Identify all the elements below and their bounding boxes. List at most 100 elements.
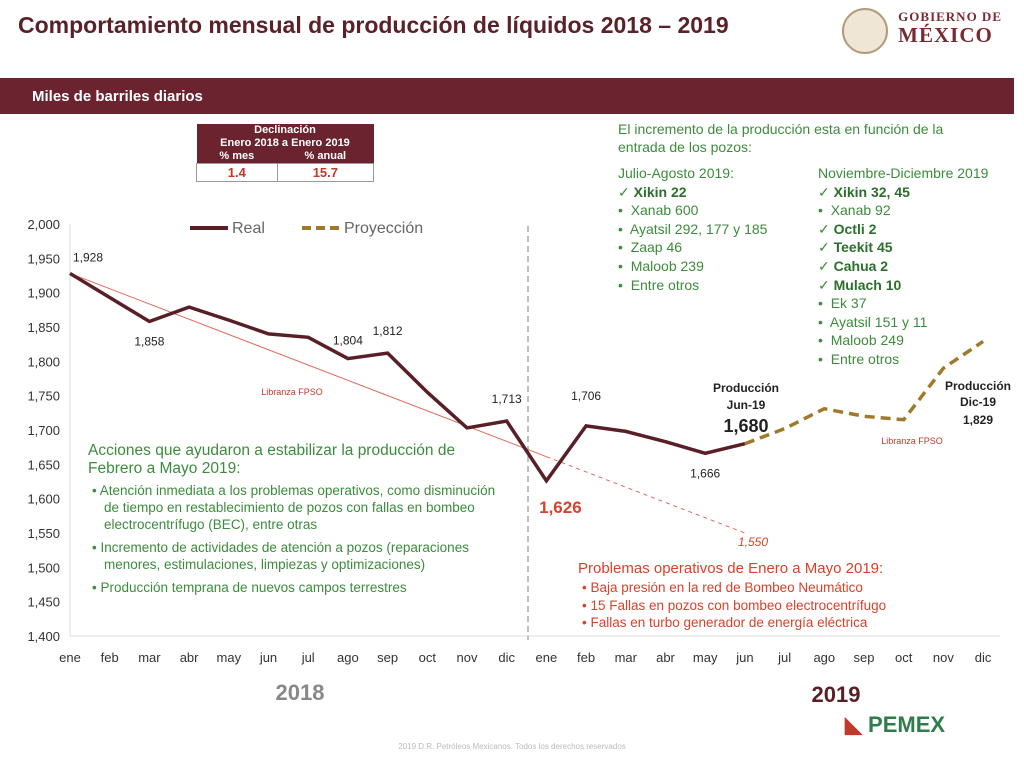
y-tick-label: 1,600 <box>27 492 60 507</box>
x-tick-label: jul <box>777 650 791 665</box>
logo-line1: GOBIERNO DE <box>898 9 1002 24</box>
y-tick-label: 1,400 <box>27 629 60 644</box>
list-item: • Producción temprana de nuevos campos t… <box>92 580 407 595</box>
group1-title: Julio-Agosto 2019: <box>618 165 734 181</box>
list-item: • Baja presión en la red de Bombeo Neumá… <box>582 580 863 595</box>
x-tick-label: mar <box>615 650 638 665</box>
data-label: 1,626 <box>539 498 582 517</box>
x-tick-label: ene <box>536 650 558 665</box>
x-tick-label: feb <box>577 650 595 665</box>
wells-group2: Noviembre-Diciembre 2019 ✓ Xikin 32, 45 • … <box>818 164 988 369</box>
y-tick-label: 1,950 <box>27 251 60 266</box>
x-tick-label: may <box>693 650 718 665</box>
production-annotation: 1,680 <box>723 416 768 436</box>
copyright: 2019 D.R. Petróleos Mexicanos. Todos los… <box>398 742 626 751</box>
y-tick-label: 1,550 <box>27 526 60 541</box>
data-label: 1,713 <box>492 392 522 406</box>
list-item: • Xanab 600 <box>618 202 699 219</box>
list-item: • Xanab 92 <box>818 202 891 219</box>
list-item: • Incremento de actividades de atención … <box>92 540 469 572</box>
pemex-text: PEMEX <box>868 712 946 737</box>
x-tick-label: jun <box>259 650 277 665</box>
y-tick-label: 1,500 <box>27 560 60 575</box>
y-tick-label: 2,000 <box>27 217 60 232</box>
data-label: 1,928 <box>73 250 103 264</box>
x-tick-label: abr <box>180 650 199 665</box>
logo-line2: MÉXICO <box>898 22 993 47</box>
list-item: • Ayatsil 292, 177 y 185 <box>618 220 768 237</box>
trend-line-extension <box>546 456 746 534</box>
list-item: • Fallas en turbo generador de energía e… <box>582 615 868 630</box>
y-tick-label: 1,650 <box>27 457 60 472</box>
legend-proy-label: Proyección <box>344 220 423 237</box>
x-tick-label: ago <box>337 650 359 665</box>
val-mes: 1.4 <box>196 163 278 182</box>
list-item: ✓ Cahua 2 <box>818 257 889 274</box>
problems-box: Problemas operativos de Enero a Mayo 201… <box>578 560 978 632</box>
y-tick-label: 1,450 <box>27 595 60 610</box>
page-title: Comportamiento mensual de producción de … <box>18 12 729 38</box>
list-item: • Atención inmediata a los problemas ope… <box>92 483 496 532</box>
list-item: ✓ Xikin 22 <box>618 183 687 200</box>
list-item: ✓ Mulach 10 <box>818 276 902 293</box>
x-tick-label: jun <box>735 650 753 665</box>
year-label-2019: 2019 <box>812 682 861 707</box>
actions-title: Acciones que ayudaron a estabilizar la p… <box>88 442 456 477</box>
government-seal-logo <box>842 8 888 54</box>
x-tick-label: sep <box>377 650 398 665</box>
list-item: • Entre otros <box>818 350 900 367</box>
libranza-label: Libranza FPSO <box>881 436 943 446</box>
list-item: ✓ Xikin 32, 45 <box>818 183 910 200</box>
problems-title: Problemas operativos de Enero a Mayo 201… <box>578 560 884 577</box>
val-anual: 15.7 <box>276 163 375 182</box>
y-tick-label: 1,750 <box>27 389 60 404</box>
list-item: • 15 Fallas en pozos con bombeo electroc… <box>582 597 887 613</box>
x-tick-label: mar <box>138 650 161 665</box>
x-tick-label: ago <box>813 650 835 665</box>
gobierno-mexico-logo: GOBIERNO DE MÉXICO <box>898 10 1002 46</box>
decline-period: Enero 2018 a Enero 2019 <box>196 137 374 150</box>
data-label: 1,706 <box>571 389 601 403</box>
production-annotation: Jun-19 <box>727 398 766 412</box>
units-band: Miles de barriles diarios <box>0 78 1014 114</box>
x-tick-label: nov <box>933 650 954 665</box>
series-line-real <box>69 271 746 484</box>
x-tick-label: may <box>217 650 242 665</box>
list-item: • Maloob 239 <box>618 257 704 274</box>
trend-line <box>69 272 547 458</box>
x-tick-label: jul <box>301 650 315 665</box>
col-anual: % anual <box>277 150 374 164</box>
data-label: 1,812 <box>373 324 403 338</box>
production-annotation: Producción <box>945 379 1011 393</box>
production-annotation: Dic-19 <box>960 395 996 409</box>
x-tick-label: oct <box>419 650 437 665</box>
x-tick-label: ene <box>59 650 81 665</box>
y-tick-label: 1,700 <box>27 423 60 438</box>
list-item: • Ayatsil 151 y 11 <box>818 313 928 330</box>
wells-intro: El incremento de la producción esta en f… <box>618 121 944 155</box>
col-mes: % mes <box>196 150 278 164</box>
list-item: • Ek 37 <box>818 295 867 312</box>
x-tick-label: feb <box>101 650 119 665</box>
y-tick-label: 1,800 <box>27 354 60 369</box>
y-tick-label: 1,900 <box>27 286 60 301</box>
x-tick-label: nov <box>457 650 478 665</box>
legend-real-label: Real <box>232 220 265 237</box>
list-item: • Zaap 46 <box>618 239 683 256</box>
production-annotation: Producción <box>713 381 779 395</box>
wells-group1: Julio-Agosto 2019: ✓ Xikin 22 • Xanab 600 •… <box>618 164 767 294</box>
group2-title: Noviembre-Diciembre 2019 <box>818 165 989 181</box>
year-label-2018: 2018 <box>276 680 325 705</box>
data-label: 1,666 <box>690 466 720 480</box>
data-label: 1,858 <box>134 335 164 349</box>
x-tick-label: oct <box>895 650 913 665</box>
libranza-label: Libranza FPSO <box>261 387 323 397</box>
list-item: • Maloob 249 <box>818 332 904 349</box>
actions-box: Acciones que ayudaron a estabilizar la p… <box>88 442 498 602</box>
trend-end-label: 1,550 <box>738 535 768 549</box>
x-tick-label: dic <box>975 650 992 665</box>
x-tick-label: abr <box>656 650 675 665</box>
production-annotation: 1,829 <box>963 413 993 427</box>
x-tick-label: dic <box>498 650 515 665</box>
